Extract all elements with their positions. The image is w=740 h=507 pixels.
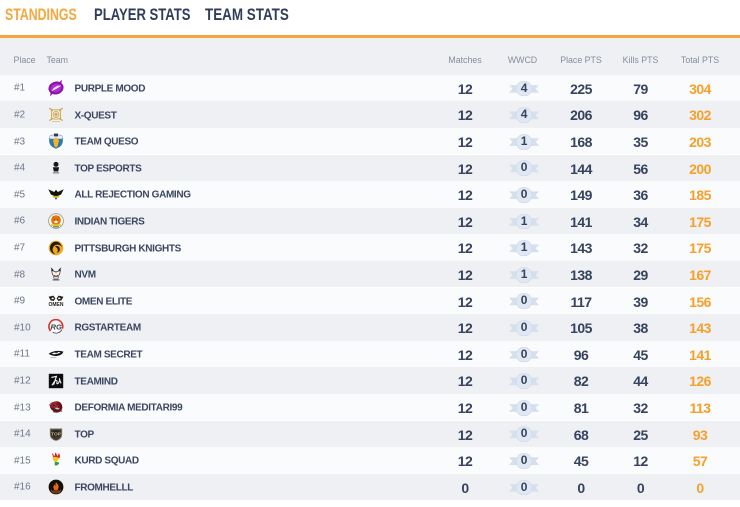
svg-text:RG: RG (51, 323, 62, 332)
svg-text:OMEN: OMEN (49, 302, 64, 308)
svg-text:TOP: TOP (51, 431, 62, 437)
